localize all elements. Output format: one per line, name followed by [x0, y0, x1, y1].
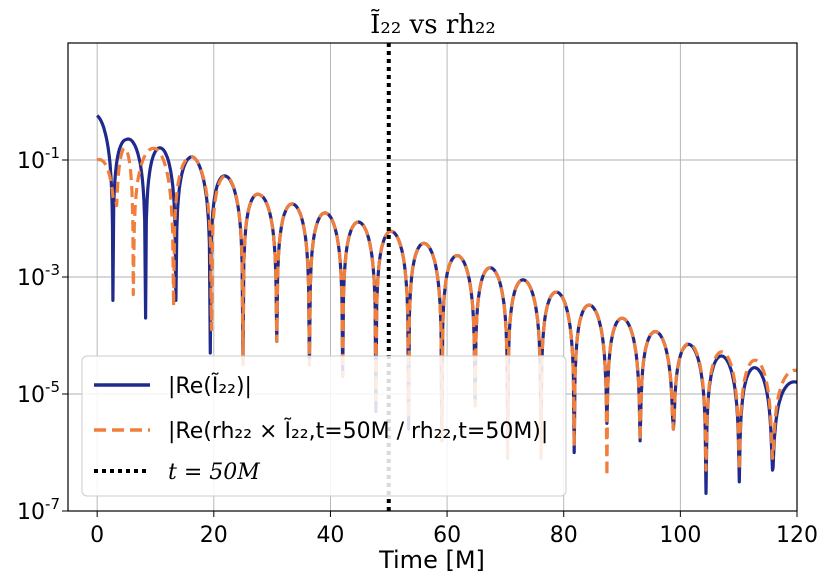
y-tick-label: 10-1: [17, 144, 60, 174]
x-tick-label: 0: [90, 523, 104, 548]
y-tick-label: 10-7: [17, 495, 60, 525]
x-tick-label: 40: [316, 523, 344, 548]
x-axis-label: Time [M]: [378, 546, 485, 574]
legend-label-vline: t = 50M: [168, 460, 260, 485]
x-tick-label: 60: [433, 523, 461, 548]
chart-title: Ĩ₂₂ vs rh₂₂: [370, 8, 496, 40]
legend-label-orange: |Re(rh₂₂ × Ĩ₂₂,t=50M / rh₂₂,t=50M)|: [168, 417, 548, 444]
legend-box: [81, 355, 567, 497]
x-tick-label: 80: [550, 523, 578, 548]
ticks: 0 20 40 60 80 100 120 10-7 10-5 10-3 10-1: [17, 144, 818, 548]
x-tick-label: 20: [200, 523, 228, 548]
legend-label-blue: |Re(Ĩ₂₂)|: [168, 372, 252, 399]
y-tick-label: 10-5: [17, 378, 60, 408]
x-tick-label: 120: [776, 523, 818, 548]
x-tick-label: 100: [659, 523, 701, 548]
y-tick-label: 10-3: [17, 261, 60, 291]
legend: |Re(Ĩ₂₂)| |Re(rh₂₂ × Ĩ₂₂,t=50M / rh₂₂,t=…: [81, 355, 567, 497]
